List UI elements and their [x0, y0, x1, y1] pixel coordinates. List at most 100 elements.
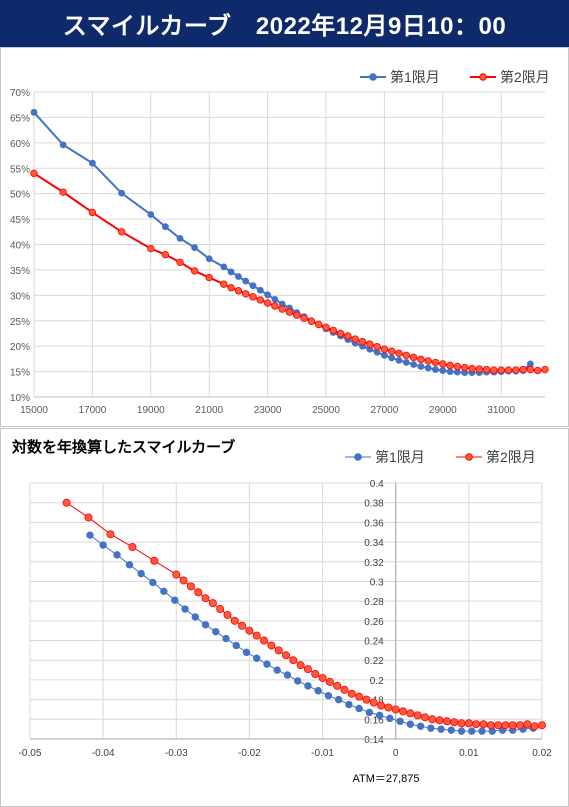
- chart1-data-point: [512, 366, 520, 374]
- chart1-data-point: [344, 332, 352, 340]
- chart1-data-point: [468, 364, 476, 373]
- chart2-data-point: [538, 721, 547, 730]
- chart1-xtick-label: 19000: [137, 405, 165, 416]
- chart2-xtick-label: 0.01: [459, 748, 479, 759]
- chart2-data-point: [486, 721, 495, 730]
- chart2-xtick-label: -0.01: [311, 748, 334, 759]
- chart2-data-point: [457, 719, 466, 728]
- chart2-data-point: [201, 621, 210, 629]
- chart2-legend-marker: [354, 453, 362, 461]
- chart2-ytick-label: 0.3: [370, 577, 384, 588]
- chart2-data-point: [62, 498, 71, 507]
- chart2-data-point: [464, 719, 473, 728]
- chart2-data-point: [362, 695, 371, 704]
- chart2-ytick-label: 0.36: [364, 518, 384, 529]
- chart2-data-point: [442, 717, 451, 726]
- chart1-data-point: [176, 258, 184, 266]
- chart2-data-point: [186, 582, 195, 591]
- chart2-data-point: [501, 721, 510, 730]
- chart1-data-point: [410, 361, 418, 368]
- chart2-data-point: [274, 646, 283, 655]
- chart1-legend-label: 第1限月: [390, 69, 440, 85]
- chart2-legend-marker: [465, 453, 473, 461]
- chart2-data-point: [296, 661, 305, 670]
- chart1-ytick-label: 55%: [10, 164, 30, 175]
- chart1-data-point: [293, 311, 301, 319]
- chart1-data-point: [227, 284, 235, 292]
- chart1-xtick-label: 15000: [20, 405, 48, 416]
- chart2-data-point: [334, 695, 343, 704]
- chart1-data-point: [453, 362, 462, 371]
- chart2-ytick-label: 0.16: [364, 715, 384, 726]
- chart1-ytick-label: 40%: [10, 241, 30, 252]
- chart1-series-line: [33, 111, 532, 374]
- chart2-data-point: [181, 605, 189, 613]
- chart1-data-point: [432, 366, 439, 373]
- chart2-data-point: [450, 718, 459, 727]
- chart2-data-point: [396, 717, 404, 725]
- chart2-data-point: [245, 626, 254, 635]
- chart2-data-point: [413, 711, 422, 720]
- chart2-data-point: [125, 561, 134, 569]
- chart1-data-point: [424, 364, 432, 372]
- chart1-data-point: [358, 337, 367, 346]
- chart1-ytick-label: 65%: [10, 113, 30, 124]
- chart2-data-point: [232, 641, 240, 650]
- chart1-legend-label: 第2限月: [500, 69, 550, 85]
- chart2-data-point: [150, 556, 159, 565]
- chart1-legend-marker: [369, 73, 377, 81]
- chart1-data-point: [256, 296, 264, 304]
- chart2-ytick-label: 0.24: [364, 637, 384, 648]
- chart1-data-point: [329, 326, 337, 335]
- chart1-data-point: [176, 234, 184, 242]
- chart1-data-point: [417, 363, 425, 370]
- chart2-data-point: [428, 715, 437, 724]
- chart2-data-point: [86, 531, 94, 539]
- chart1-data-point: [526, 365, 535, 374]
- chart1-data-point: [446, 368, 454, 375]
- chart2-data-point: [386, 714, 394, 723]
- chart2-data-point: [223, 610, 232, 619]
- chart1-data-point: [205, 273, 213, 282]
- chart2-data-point: [427, 724, 435, 732]
- chart2-data-point: [253, 654, 261, 662]
- chart2-ytick-label: 0.38: [364, 499, 384, 510]
- chart2-data-point: [222, 634, 230, 643]
- chart2-data-point: [113, 551, 121, 559]
- chart2-data-point: [273, 666, 281, 674]
- chart1-data-point: [30, 108, 38, 116]
- chart1-ytick-label: 30%: [10, 291, 30, 302]
- chart1-data-point: [285, 308, 294, 316]
- chart2-data-point: [369, 698, 378, 707]
- chart2-xtick-label: 0.02: [532, 748, 552, 759]
- chart1-data-point: [256, 286, 264, 294]
- chart2-xtick-label: -0.02: [238, 748, 261, 759]
- chart2-data-point: [194, 588, 203, 597]
- chart2-data-point: [345, 700, 353, 709]
- chart2-data-point: [160, 587, 168, 596]
- chart2-title: 対数を年換算したスマイルカーブ: [12, 439, 236, 456]
- chart1-data-point: [278, 305, 286, 313]
- chart1-data-point: [322, 323, 330, 332]
- chart2-data-point: [242, 648, 251, 657]
- chart2-series-line: [66, 502, 543, 727]
- page-title: スマイルカーブ 2022年12月9日10：00: [0, 0, 569, 47]
- chart1-data-point: [89, 159, 96, 167]
- chart2-data-point: [281, 651, 290, 660]
- chart2-atm-annotation: ATM＝27,875: [352, 773, 419, 785]
- chart1-data-point: [461, 363, 469, 372]
- chart2-data-point: [191, 613, 200, 621]
- chart1-data-point: [190, 267, 199, 275]
- chart1-data-point: [366, 340, 374, 348]
- chart1-ytick-label: 45%: [10, 215, 30, 226]
- chart1-data-point: [380, 351, 388, 359]
- chart2-xtick-label: -0.05: [19, 748, 42, 759]
- chart1-xtick-label: 25000: [312, 405, 340, 416]
- chart2-data-point: [304, 682, 312, 690]
- chart1-data-point: [234, 287, 243, 295]
- chart1-data-point: [439, 367, 447, 374]
- chart2-data-point: [523, 720, 532, 729]
- chart2-data-point: [447, 726, 456, 734]
- chart2-data-point: [325, 677, 334, 686]
- chart2-data-point: [437, 725, 445, 733]
